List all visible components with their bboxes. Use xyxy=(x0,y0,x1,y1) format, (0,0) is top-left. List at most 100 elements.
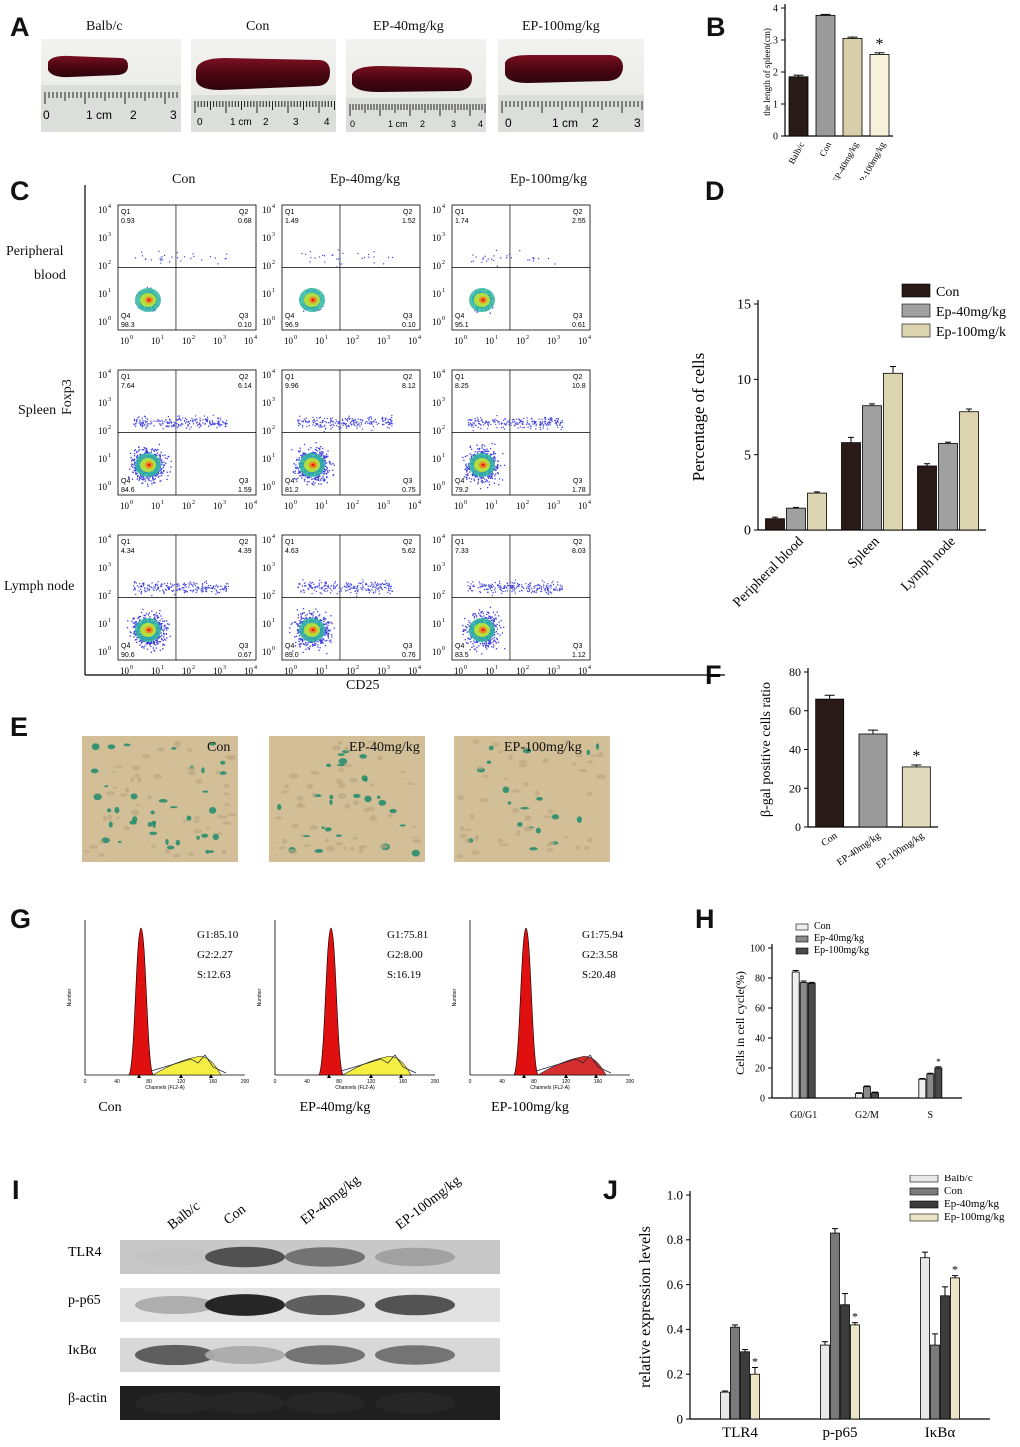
dot xyxy=(498,483,500,486)
dot xyxy=(538,418,540,420)
dot xyxy=(482,448,485,451)
dot xyxy=(142,419,144,421)
x-tick-label: 10 xyxy=(120,501,130,511)
dot xyxy=(486,421,489,424)
dot xyxy=(296,458,298,460)
y-tick-label: 0 xyxy=(773,131,778,142)
dot xyxy=(188,423,191,425)
dot xyxy=(496,427,498,429)
dot xyxy=(182,583,184,585)
y-tick-label: 10 xyxy=(98,261,108,271)
y-tick-exponent: 1 xyxy=(108,453,111,459)
dot xyxy=(480,476,482,479)
dot xyxy=(148,585,151,587)
x-tick-exponent: 3 xyxy=(557,335,560,341)
dot xyxy=(217,422,219,424)
dot xyxy=(163,628,165,630)
quadrant-id: Q2 xyxy=(239,374,248,381)
dot xyxy=(316,616,318,618)
dot xyxy=(312,424,314,426)
dot xyxy=(467,419,469,421)
dot xyxy=(560,421,562,423)
dot xyxy=(298,629,300,631)
dot xyxy=(307,422,309,424)
dot xyxy=(134,458,136,460)
dot xyxy=(346,420,349,422)
dot xyxy=(216,423,218,425)
dot xyxy=(332,469,334,471)
dot xyxy=(206,591,208,593)
dot xyxy=(475,425,477,427)
y-tick-exponent: 1 xyxy=(442,288,445,294)
dot xyxy=(146,420,148,422)
dot xyxy=(207,586,209,589)
dot xyxy=(146,450,148,452)
dot xyxy=(485,421,487,423)
dot xyxy=(299,447,301,449)
dot xyxy=(324,617,327,620)
y-tick-exponent: 4 xyxy=(272,204,275,210)
dot xyxy=(163,469,165,472)
dot xyxy=(154,616,156,618)
dot xyxy=(183,587,185,589)
quadrant-id: Q2 xyxy=(403,374,412,381)
dot xyxy=(144,258,147,261)
dot xyxy=(302,608,305,610)
dot xyxy=(154,585,157,587)
dot xyxy=(464,468,466,471)
dot xyxy=(133,580,136,583)
spleen-photo-ep40: 0 1 cm 2 3 4 xyxy=(346,39,486,132)
dot xyxy=(211,587,214,590)
x-tick-exponent: 1 xyxy=(325,335,328,341)
dot xyxy=(476,444,478,446)
dot xyxy=(318,615,320,617)
y-tick-exponent: 3 xyxy=(108,562,111,568)
dot xyxy=(496,464,499,467)
density-core xyxy=(311,463,315,467)
dot xyxy=(547,428,549,430)
x-tick-exponent: 1 xyxy=(495,335,498,341)
dot xyxy=(340,263,343,265)
dot xyxy=(225,419,228,422)
dot xyxy=(185,427,188,429)
dot xyxy=(139,619,141,621)
dot xyxy=(494,452,496,455)
dot xyxy=(187,421,189,423)
dot xyxy=(557,421,559,423)
dot xyxy=(185,583,187,586)
dot xyxy=(330,419,332,421)
dot xyxy=(316,422,318,425)
dot xyxy=(338,428,340,430)
dot xyxy=(329,422,331,424)
x-tick-label: 10 xyxy=(454,501,464,511)
dot xyxy=(133,467,135,469)
dot xyxy=(186,590,188,593)
dot xyxy=(206,419,208,422)
y-axis-label: the length of spleen(cm) xyxy=(762,28,772,116)
dot xyxy=(475,475,477,477)
density-core xyxy=(481,463,485,467)
y-tick-exponent: 0 xyxy=(442,481,445,487)
dot xyxy=(471,419,473,421)
dot xyxy=(481,420,484,423)
dot xyxy=(133,633,135,635)
dot xyxy=(494,457,496,460)
dot xyxy=(527,426,529,428)
dot xyxy=(143,583,145,585)
dot xyxy=(159,420,161,422)
dot xyxy=(205,590,207,592)
dot xyxy=(323,480,325,482)
dot xyxy=(305,644,307,646)
dot xyxy=(313,484,315,486)
dot xyxy=(546,424,548,426)
dot xyxy=(322,447,324,450)
dot xyxy=(154,448,156,451)
dot xyxy=(143,647,145,649)
dot xyxy=(180,419,182,422)
dot xyxy=(181,422,183,425)
y-tick-exponent: 3 xyxy=(272,232,275,238)
dot xyxy=(202,586,204,588)
dot xyxy=(503,464,506,467)
dot xyxy=(494,478,496,480)
